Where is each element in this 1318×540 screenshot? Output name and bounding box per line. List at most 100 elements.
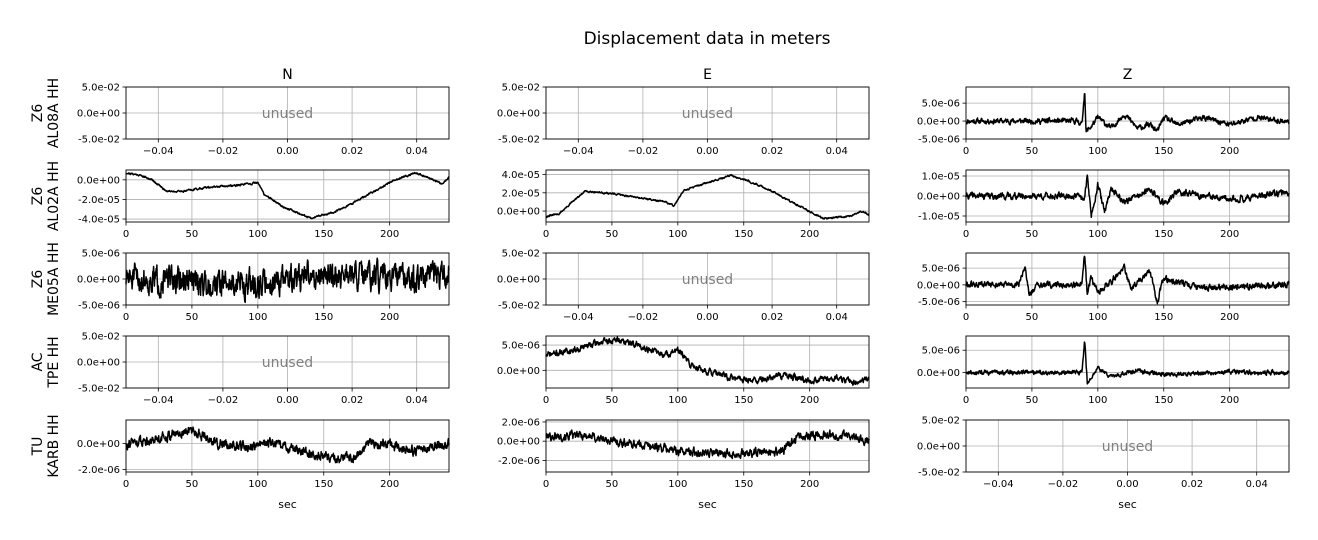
y-tick-label: 5.0e-06	[922, 99, 960, 110]
row-label-network: Z6	[30, 104, 46, 123]
x-tick-label: 100	[668, 229, 687, 240]
x-tick-label: 0	[963, 146, 969, 157]
x-axis-label: sec	[1118, 498, 1137, 511]
y-tick-label: -2.0e-05	[78, 195, 120, 206]
x-tick-label: 0.04	[1246, 479, 1268, 490]
x-tick-label: 0.02	[341, 395, 363, 406]
x-tick-label: −0.02	[208, 395, 239, 406]
x-tick-label: 100	[668, 479, 687, 490]
waveform-trace	[125, 426, 450, 464]
y-tick-label: 0.0e+00	[77, 358, 120, 369]
x-tick-label: −0.02	[628, 146, 659, 157]
y-tick-label: 5.0e-06	[82, 249, 120, 260]
x-tick-label: 50	[186, 312, 199, 323]
y-tick-label: 5.0e-02	[82, 83, 120, 94]
x-tick-label: 100	[1088, 395, 1107, 406]
x-tick-label: 200	[1220, 146, 1239, 157]
waveform-trace	[965, 341, 1290, 385]
y-tick-label: 5.0e-02	[502, 83, 540, 94]
y-tick-label: 0.0e+00	[77, 175, 120, 186]
waveform-trace	[965, 174, 1290, 219]
y-tick-label: -4.0e-05	[78, 215, 120, 226]
unused-label: unused	[262, 355, 313, 371]
column-title-n: N	[282, 67, 292, 83]
y-tick-label: -5.0e-02	[498, 135, 540, 146]
x-tick-label: −0.02	[208, 146, 239, 157]
x-tick-label: 200	[1220, 312, 1239, 323]
x-tick-label: 0.02	[761, 146, 783, 157]
x-tick-label: 50	[1026, 395, 1039, 406]
x-tick-label: 0	[543, 479, 549, 490]
y-tick-label: 0.0e+00	[497, 275, 540, 286]
x-tick-label: 50	[1026, 146, 1039, 157]
waveform-trace	[125, 171, 450, 220]
row-label-network: TU	[30, 437, 46, 457]
x-tick-label: 200	[1220, 229, 1239, 240]
panel: 0 50 100 150 200 5.0e-06 0.0e+00 -5.0e-06	[77, 249, 450, 323]
x-tick-label: 200	[800, 479, 819, 490]
row-label-station: TPE HH	[46, 336, 62, 388]
x-tick-label: −0.04	[563, 146, 594, 157]
x-tick-label: −0.04	[563, 312, 594, 323]
x-tick-label: 50	[186, 229, 199, 240]
x-tick-label: 150	[1154, 395, 1173, 406]
panel: unused −0.04 −0.02 0.00 0.02 0.04 -5.0e-02 0.0e…	[917, 416, 1290, 511]
panel-frame	[125, 169, 450, 223]
unused-label: unused	[262, 106, 313, 122]
panel-frame	[545, 169, 870, 223]
panel-frame	[125, 419, 450, 473]
y-tick-label: 0.0e+00	[497, 366, 540, 377]
y-tick-label: 2.0e-06	[502, 417, 540, 428]
x-tick-label: 0	[543, 395, 549, 406]
panel: unused −0.04 −0.02 0.00 0.02 0.04 -5.0e-02 0.0e…	[77, 332, 450, 406]
waveform-trace	[125, 257, 450, 304]
x-tick-label: 0.02	[341, 146, 363, 157]
x-axis-label: sec	[278, 498, 297, 511]
waveform-trace	[545, 336, 870, 386]
x-tick-label: 150	[314, 479, 333, 490]
y-tick-label: 1.0e-05	[922, 172, 960, 183]
y-tick-label: 0.0e+00	[77, 275, 120, 286]
x-tick-label: 50	[1026, 312, 1039, 323]
panel-frame	[965, 335, 1290, 389]
y-tick-label: 5.0e-06	[922, 264, 960, 275]
x-tick-label: 50	[606, 229, 619, 240]
x-tick-label: 100	[248, 479, 267, 490]
x-tick-label: 0	[963, 229, 969, 240]
x-tick-label: 150	[1154, 312, 1173, 323]
y-tick-label: 2.0e-05	[502, 188, 540, 199]
x-tick-label: 150	[314, 229, 333, 240]
x-tick-label: 0.04	[826, 312, 848, 323]
x-tick-label: 0	[123, 229, 129, 240]
x-tick-label: 150	[734, 395, 753, 406]
row-label-network: Z6	[30, 270, 46, 289]
panel: 0 50 100 150 200 1.0e-05 0.0e+00 -1.0e-05	[917, 169, 1290, 240]
panel-frame	[545, 335, 870, 389]
x-tick-label: 0	[543, 229, 549, 240]
x-tick-label: −0.04	[983, 479, 1014, 490]
waveform-trace	[965, 255, 1290, 305]
panel-frame	[965, 86, 1290, 140]
chart-title: Displacement data in meters	[584, 29, 831, 49]
x-tick-label: 200	[800, 395, 819, 406]
x-tick-label: 100	[668, 395, 687, 406]
y-tick-label: 0.0e+00	[77, 109, 120, 120]
panel: 0 50 100 150 200 0.0e+00 -2.0e-06 sec	[77, 419, 450, 511]
x-tick-label: 200	[800, 229, 819, 240]
unused-label: unused	[682, 272, 733, 288]
column-title-z: Z	[1123, 67, 1133, 83]
x-tick-label: 200	[1220, 395, 1239, 406]
x-tick-label: 100	[1088, 312, 1107, 323]
x-axis-label: sec	[698, 498, 717, 511]
x-tick-label: 150	[734, 229, 753, 240]
x-tick-label: 150	[1154, 229, 1173, 240]
row-label-station: KARB HH	[46, 414, 62, 477]
y-tick-label: -5.0e-06	[918, 135, 960, 146]
row-label-station: AL02A HH	[46, 161, 62, 231]
row-label-station: AL08A HH	[46, 78, 62, 148]
x-tick-label: 0.00	[696, 146, 718, 157]
y-tick-label: 5.0e-06	[502, 341, 540, 352]
x-tick-label: 0	[963, 312, 969, 323]
y-tick-label: -5.0e-02	[918, 468, 960, 479]
row-label-network: Z6	[30, 187, 46, 206]
